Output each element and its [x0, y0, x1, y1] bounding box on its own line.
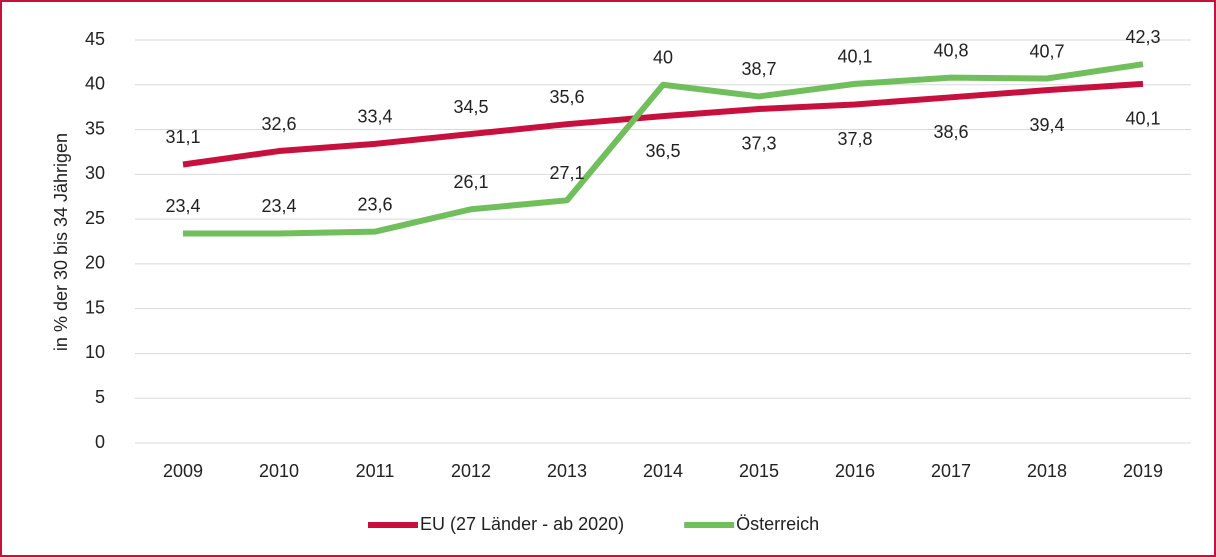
data-label: 42,3: [1125, 27, 1160, 47]
data-label: 23,6: [357, 194, 392, 214]
data-label: 38,7: [741, 59, 776, 79]
data-label: 23,4: [261, 196, 296, 216]
series-line: [183, 61, 1144, 237]
data-label: 26,1: [453, 172, 488, 192]
data-label: 40,8: [933, 40, 968, 60]
x-tick-label: 2011: [356, 461, 395, 481]
x-tick-label: 2017: [931, 461, 971, 481]
y-tick-label: 10: [85, 342, 105, 362]
data-label: 39,4: [1029, 115, 1064, 135]
y-tick-label: 45: [85, 29, 105, 49]
y-tick-label: 35: [85, 118, 105, 138]
y-tick-label: 20: [85, 253, 105, 273]
x-tick-label: 2009: [163, 461, 203, 481]
data-label: 40,1: [837, 47, 872, 67]
x-tick-label: 2012: [451, 461, 491, 481]
data-label: 36,5: [645, 141, 680, 161]
series-line: [182, 80, 1144, 168]
x-tick-label: 2016: [835, 461, 875, 481]
data-label: 40,7: [1029, 41, 1064, 61]
data-label: 23,4: [165, 196, 200, 216]
y-tick-label: 40: [85, 74, 105, 94]
x-tick-label: 2013: [547, 461, 587, 481]
y-tick-label: 5: [95, 387, 105, 407]
data-label: 35,6: [549, 87, 584, 107]
legend-label: Österreich: [736, 514, 819, 534]
x-tick-label: 2010: [259, 461, 299, 481]
y-tick-label: 15: [85, 297, 105, 317]
data-label: 33,4: [357, 107, 392, 127]
data-label: 27,1: [549, 163, 584, 183]
data-label: 37,3: [741, 134, 776, 154]
data-label: 34,5: [453, 97, 488, 117]
x-tick-label: 2014: [643, 461, 683, 481]
x-tick-label: 2019: [1123, 461, 1163, 481]
data-label: 31,1: [165, 127, 200, 147]
y-axis-label: in % der 30 bis 34 Jährigen: [51, 133, 71, 351]
y-tick-label: 0: [95, 432, 105, 452]
data-label: 37,8: [837, 129, 872, 149]
data-label: 32,6: [261, 114, 296, 134]
legend-label: EU (27 Länder - ab 2020): [420, 514, 624, 534]
x-tick-label: 2018: [1027, 461, 1067, 481]
data-label: 40,1: [1125, 109, 1160, 129]
data-label: 38,6: [933, 122, 968, 142]
x-tick-label: 2015: [739, 461, 779, 481]
y-tick-label: 25: [85, 208, 105, 228]
y-tick-label: 30: [85, 163, 105, 183]
data-label: 40: [653, 48, 673, 68]
